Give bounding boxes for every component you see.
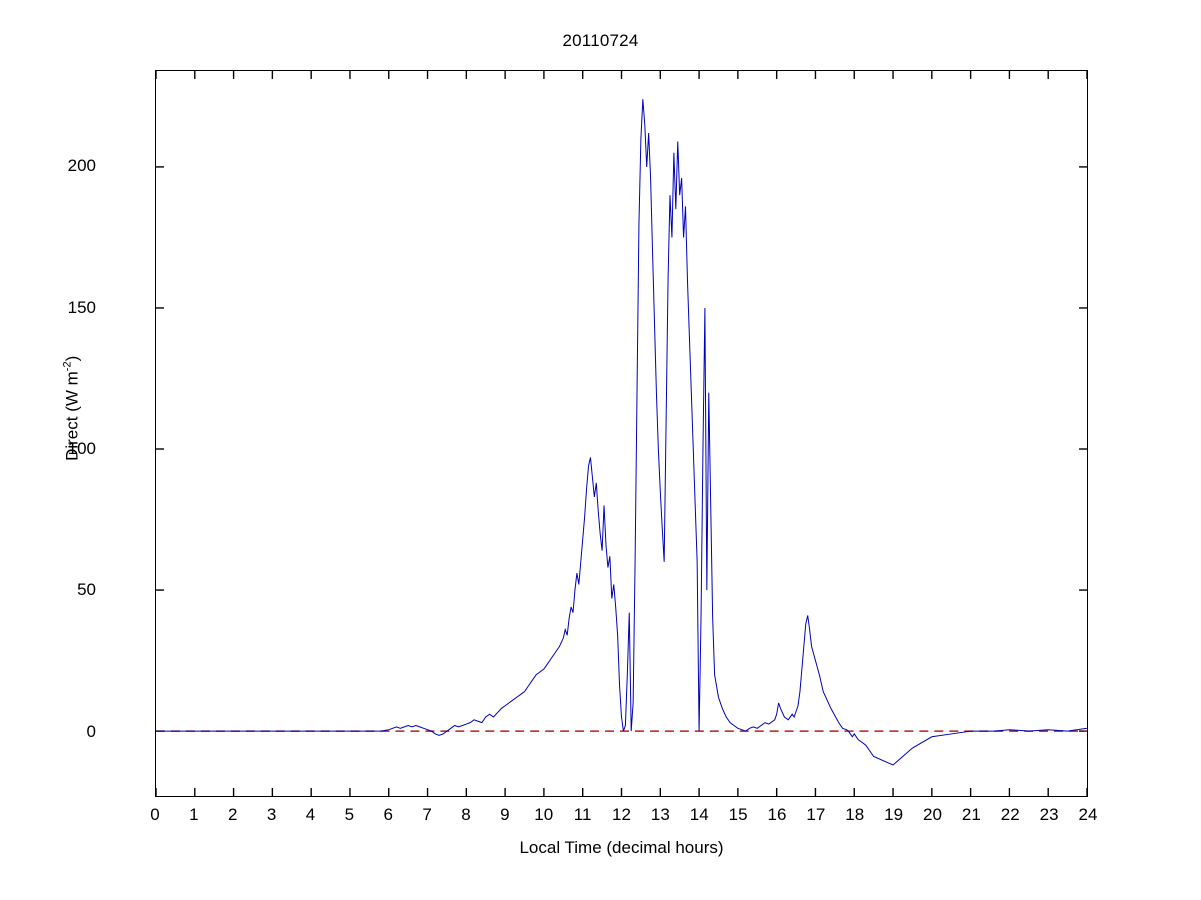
x-tick-label: 7 <box>422 805 432 824</box>
y-tick-label: 200 <box>67 156 96 176</box>
x-tick-label: 5 <box>344 805 355 824</box>
y-axis-label-exponent: -2 <box>61 361 74 372</box>
y-axis-label-close: ) <box>62 355 82 362</box>
x-tick-label: 1 <box>189 805 199 824</box>
x-tick-label: 18 <box>845 805 865 824</box>
direct-irradiance-line <box>156 99 1087 766</box>
plot-svg <box>156 71 1087 796</box>
y-tick-label: 0 <box>86 721 96 741</box>
x-tick-label: 15 <box>728 805 748 824</box>
x-tick-label: 16 <box>767 805 787 824</box>
x-tick-label: 13 <box>650 805 670 824</box>
x-tick-label: 20 <box>923 805 942 824</box>
x-tick-label: 24 <box>1078 805 1098 824</box>
x-tick-label: 14 <box>689 805 709 824</box>
x-tick-label: 2 <box>228 805 238 824</box>
x-axis-label: Local Time (decimal hours) <box>519 838 724 857</box>
x-tick-label: 10 <box>534 805 554 824</box>
x-tick-label: 21 <box>961 805 981 824</box>
x-tick-label: 9 <box>500 805 510 824</box>
axis-ticks <box>156 71 1087 796</box>
x-tick-label: 11 <box>573 805 592 824</box>
x-tick-label: 6 <box>383 805 393 824</box>
x-tick-label: 23 <box>1039 805 1059 824</box>
x-tick-label: 22 <box>1000 805 1020 824</box>
y-axis-label: Direct (W m-2) <box>62 168 83 648</box>
x-tick-label: 19 <box>884 805 904 824</box>
plot-area <box>155 70 1088 797</box>
chart-title: 20110724 <box>562 31 639 50</box>
x-tick-label: 4 <box>305 805 316 824</box>
y-tick-label: 100 <box>67 439 96 459</box>
x-tick-label: 12 <box>612 805 631 824</box>
y-tick-label: 50 <box>77 580 96 600</box>
x-tick-label: 17 <box>806 805 826 824</box>
x-tick-label: 8 <box>461 805 471 824</box>
x-tick-label: 0 <box>150 805 160 824</box>
y-tick-label: 150 <box>67 297 96 317</box>
x-tick-label: 3 <box>266 805 277 824</box>
